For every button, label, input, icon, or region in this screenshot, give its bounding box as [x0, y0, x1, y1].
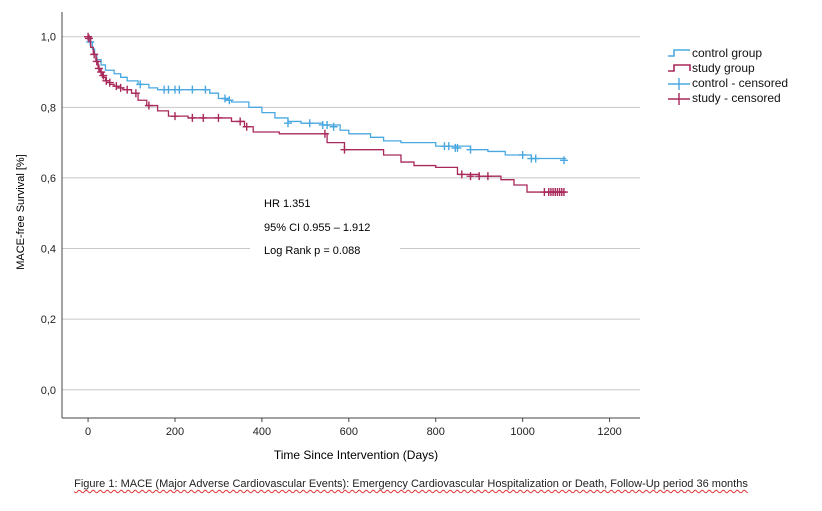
axes: 0,0 0,2 0,4 0,6 0,8 1,0 0 200 400 600 800 1000 1200	[41, 12, 640, 438]
study-censored-mark	[170, 112, 179, 121]
control-censored-mark	[175, 85, 184, 94]
control-censored-mark	[305, 119, 314, 128]
study-censored-mark	[144, 101, 153, 110]
y-tick-label: 1,0	[41, 32, 56, 44]
x-tick-label: 600	[340, 426, 358, 438]
control-group-line	[88, 36, 567, 160]
annotation-ci: 95% CI 0.955 – 1.912	[264, 222, 370, 234]
legend: control group study group control - cens…	[666, 46, 788, 106]
x-tick-label: 400	[253, 426, 271, 438]
legend-item-control-censored: control - censored	[666, 76, 788, 91]
legend-item-control: control group	[666, 46, 788, 61]
control-censored-mark	[559, 156, 568, 165]
control-censored-mark	[518, 150, 527, 159]
study-censored-mark	[116, 83, 125, 92]
x-tick-label: 800	[427, 426, 445, 438]
study-censored-mark	[559, 188, 568, 197]
study-censored-mark	[214, 113, 223, 122]
legend-symbol-control	[668, 49, 690, 57]
legend-symbol-control-censored	[668, 78, 690, 90]
annotation-box: HR 1.351 95% CI 0.955 – 1.912 Log Rank p…	[250, 190, 400, 260]
study-censored-mark	[320, 129, 329, 138]
annotation-background	[250, 190, 400, 260]
study-censored-mark	[112, 82, 121, 91]
y-tick-label: 0,0	[41, 385, 56, 397]
study-censored-mark	[483, 172, 492, 181]
y-tick-label: 0,2	[41, 314, 56, 326]
control-censored-mark	[283, 119, 292, 128]
study-censored-mark	[340, 145, 349, 154]
control-censored-mark	[225, 96, 234, 105]
figure-caption: Figure 1: MACE (Major Adverse Cardiovasc…	[0, 478, 822, 490]
study-censored-mark	[242, 122, 251, 131]
legend-label-study: study group	[692, 61, 755, 75]
study-censored-mark	[188, 113, 197, 122]
x-tick-label: 1200	[597, 426, 621, 438]
study-censored-mark	[475, 172, 484, 181]
y-axis-label: MACE-free Survival [%]	[15, 154, 27, 270]
control-censored-mark	[188, 85, 197, 94]
study-censored-mark	[84, 32, 93, 41]
study-censored-mark	[102, 76, 111, 85]
legend-label-control: control group	[692, 46, 763, 60]
legend-label-study-censored: study - censored	[692, 91, 781, 105]
y-tick-label: 0,4	[41, 244, 56, 256]
annotation-logrank: Log Rank p = 0.088	[264, 245, 360, 257]
legend-item-study: study group	[666, 61, 788, 76]
study-censored-mark	[99, 71, 108, 80]
control-censored-mark	[329, 122, 338, 131]
annotation-hr: HR 1.351	[264, 198, 310, 210]
control-censored-mark	[136, 80, 145, 89]
figure-caption-text: Figure 1: MACE (Major Adverse Cardiovasc…	[74, 478, 748, 490]
study-censored-mark	[84, 34, 93, 43]
x-tick-label: 0	[85, 426, 91, 438]
control-censored-mark	[201, 85, 210, 94]
study-censored-mark	[199, 113, 208, 122]
control-censored-mark	[323, 120, 332, 129]
legend-symbol-study	[668, 64, 691, 72]
survival-chart: 0,00,20,40,60,81,00 200 400 600 800 1000 1200 …	[15, 12, 640, 462]
y-tick-label: 0,8	[41, 102, 56, 114]
study-group-line	[88, 36, 567, 193]
control-censored-mark	[220, 94, 229, 103]
series-layer	[84, 32, 568, 197]
study-censored-mark	[92, 57, 101, 66]
study-censored-mark	[466, 172, 475, 181]
x-axis-label: Time Since Intervention (Days)	[274, 448, 438, 462]
study-censored-mark	[236, 117, 245, 126]
x-tick-label: 200	[166, 426, 184, 438]
legend-item-study-censored: study - censored	[666, 91, 788, 106]
study-censored-mark	[90, 50, 99, 59]
study-censored-mark	[131, 89, 140, 98]
study-censored-mark	[123, 85, 132, 94]
study-censored-mark	[457, 170, 466, 179]
control-censored-mark	[444, 142, 453, 151]
control-censored-mark	[453, 143, 462, 152]
legend-label-control-censored: control - censored	[692, 76, 789, 90]
control-censored-mark	[466, 145, 475, 154]
study-censored-mark	[105, 78, 114, 87]
y-tick-label: 0,6	[41, 173, 56, 185]
legend-symbol-study-censored	[668, 93, 690, 105]
control-censored-mark	[531, 154, 540, 163]
x-tick-label: 1000	[510, 426, 534, 438]
